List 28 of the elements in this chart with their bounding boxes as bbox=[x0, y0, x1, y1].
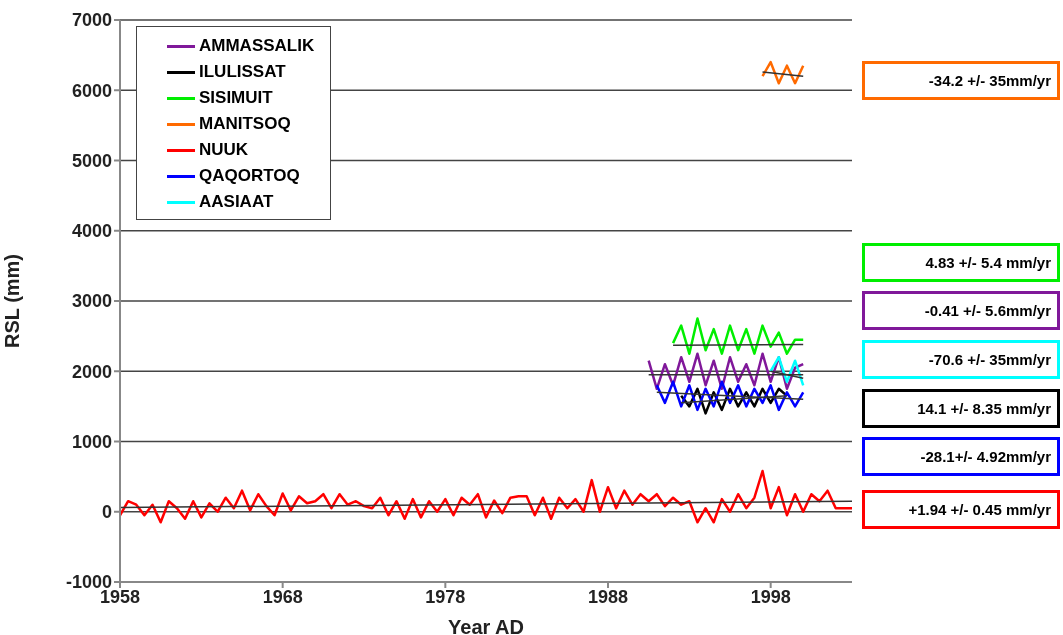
y-tick-label: 1000 bbox=[71, 431, 112, 452]
text: +1.94 +/- 0.45 mm/yr bbox=[862, 490, 1060, 529]
legend-label: SISIMUIT bbox=[199, 88, 273, 108]
x-tick-label: 1978 bbox=[425, 586, 466, 607]
text: -28.1+/- 4.92mm/yr bbox=[862, 437, 1060, 476]
text: 4.83 +/- 5.4 mm/yr bbox=[862, 243, 1060, 282]
y-tick-label: 6000 bbox=[71, 80, 112, 101]
text: -70.6 +/- 35mm/yr bbox=[862, 340, 1060, 379]
y-axis-title: RSL (mm) bbox=[1, 253, 24, 349]
text: 14.1 +/- 8.35 mm/yr bbox=[862, 389, 1060, 428]
text: -0.41 +/- 5.6mm/yr bbox=[862, 291, 1060, 330]
legend-label: QAQORTOQ bbox=[199, 166, 300, 186]
legend-label: AMMASSALIK bbox=[199, 36, 315, 56]
text: -34.2 +/- 35mm/yr bbox=[862, 61, 1060, 100]
legend-label: AASIAAT bbox=[199, 192, 274, 212]
y-tick-label: 5000 bbox=[71, 150, 112, 171]
y-tick-label: 0 bbox=[101, 502, 112, 523]
legend-label: MANITSOQ bbox=[199, 114, 291, 134]
x-tick-label: 1998 bbox=[750, 586, 791, 607]
x-tick-label: 1988 bbox=[587, 586, 629, 607]
y-tick-label: 4000 bbox=[71, 221, 112, 242]
x-axis-title: Year AD bbox=[448, 616, 524, 635]
y-tick-label: 7000 bbox=[71, 10, 112, 31]
y-tick-label: 2000 bbox=[71, 361, 112, 382]
legend-label: ILULISSAT bbox=[199, 62, 286, 82]
legend-label: NUUK bbox=[199, 140, 249, 160]
x-tick-label: 1968 bbox=[262, 586, 303, 607]
y-tick-label: 3000 bbox=[71, 291, 112, 312]
